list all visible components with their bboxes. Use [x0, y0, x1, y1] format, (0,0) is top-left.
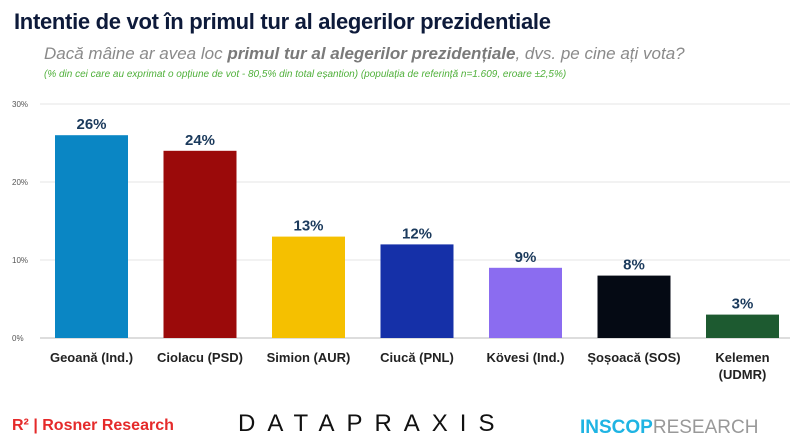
x-tick-label: Geoană (Ind.) [50, 350, 133, 365]
x-tick-label: Simion (AUR) [267, 350, 351, 365]
page-title: Intentie de vot în primul tur al alegeri… [14, 9, 551, 34]
sample-note: (% din cei care au exprimat o opțiune de… [44, 69, 567, 80]
data-label: 12% [402, 225, 432, 242]
bar [489, 267, 562, 338]
y-tick-label: 10% [12, 256, 28, 265]
data-label: 8% [623, 257, 645, 274]
data-label: 13% [293, 218, 323, 235]
bar [272, 236, 345, 338]
bar [163, 150, 237, 338]
x-tick-label: Kelemen [715, 350, 769, 365]
x-tick-label: Kövesi (Ind.) [486, 350, 564, 365]
bar [597, 275, 671, 338]
x-tick-label: Ciolacu (PSD) [157, 350, 243, 365]
datapraxis-logo: DATAPRAXIS [238, 410, 507, 437]
data-label: 3% [732, 296, 754, 313]
y-tick-label: 30% [12, 100, 28, 109]
data-label: 26% [76, 116, 106, 133]
rosner-logo: R² | Rosner Research [12, 417, 174, 434]
bar [55, 135, 128, 338]
bar [706, 314, 779, 338]
x-tick-label: Șoșoacă (SOS) [587, 350, 680, 365]
bar [380, 244, 454, 338]
subtitle: Dacă mâine ar avea loc primul tur al ale… [44, 44, 685, 63]
data-label: 9% [515, 249, 537, 266]
inscop-logo: INSCOPRESEARCH [580, 417, 759, 438]
y-tick-label: 0% [12, 334, 24, 343]
x-tick-label: (UDMR) [719, 367, 767, 382]
x-tick-label: Ciucă (PNL) [380, 350, 454, 365]
y-tick-label: 20% [12, 178, 28, 187]
data-label: 24% [185, 132, 215, 149]
